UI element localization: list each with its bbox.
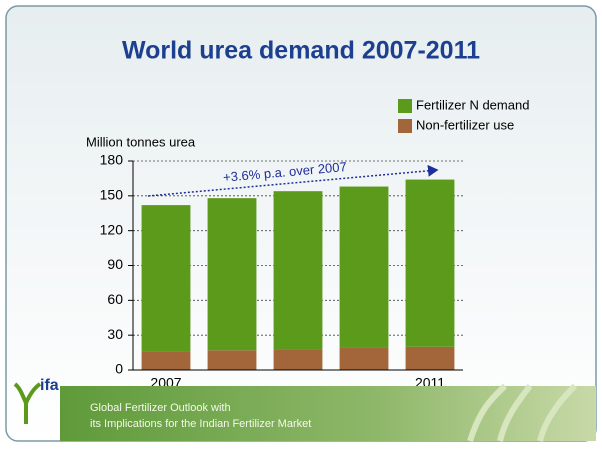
chart-title: World urea demand 2007-2011 <box>122 37 480 65</box>
bar-segment <box>339 347 389 370</box>
y-tick-label: 90 <box>107 256 123 272</box>
y-tick-label: 150 <box>100 187 124 203</box>
logo-text: ifa <box>40 377 59 394</box>
bar-segment <box>141 351 191 370</box>
bar-segment <box>273 191 323 350</box>
bar-segment <box>273 349 323 370</box>
y-tick-label: 0 <box>115 361 123 377</box>
y-axis-label: Million tonnes urea <box>86 134 196 149</box>
y-tick-label: 180 <box>100 152 124 168</box>
bar-segment <box>141 205 191 352</box>
bar-segment <box>405 346 455 370</box>
footer-plants <box>467 383 578 442</box>
legend-swatch <box>398 99 412 113</box>
y-tick-label: 30 <box>107 326 123 342</box>
y-tick-label: 120 <box>100 221 124 237</box>
footer-line: its Implications for the Indian Fertiliz… <box>90 418 311 430</box>
legend-label: Non-fertilizer use <box>416 117 514 132</box>
legend-swatch <box>398 119 412 133</box>
footer-line: Global Fertilizer Outlook with <box>90 402 231 414</box>
bar-segment <box>207 198 257 351</box>
logo-icon <box>13 382 42 424</box>
legend-label: Fertilizer N demand <box>416 97 529 112</box>
trend-arrow <box>147 164 439 197</box>
y-tick-label: 60 <box>107 291 123 307</box>
bar-segment <box>207 350 257 370</box>
bar-segment <box>405 179 455 347</box>
bar-segment <box>339 186 389 348</box>
footer-banner <box>60 386 596 441</box>
